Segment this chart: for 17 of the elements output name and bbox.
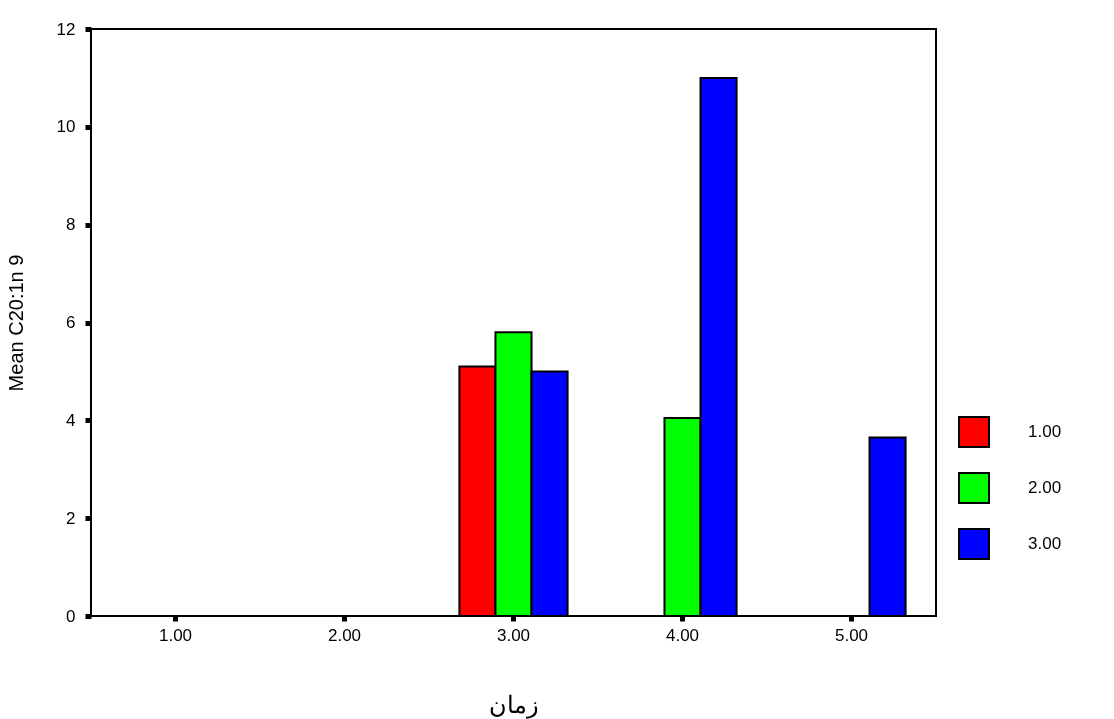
y-tick-label: 0 [66,606,76,626]
legend-label: 2.00 [1028,478,1062,497]
y-axis-title: Mean C20:1n 9 [4,254,27,392]
x-tick-label: 5.00 [834,625,869,645]
x-tick-label: 1.00 [158,625,193,645]
x-tick-label: 2.00 [327,625,362,645]
legend-label: 3.00 [1028,534,1062,553]
y-tick-label: 10 [56,117,76,137]
x-axis-title: زمان [489,690,539,719]
x-tick-label: 3.00 [496,625,531,645]
y-tick-label: 8 [66,215,76,235]
y-tick-label: 2 [66,508,76,528]
legend-label: 1.00 [1028,422,1062,441]
y-tick-label: 12 [56,19,76,39]
y-tick-label: 6 [66,313,76,332]
x-tick-label: 4.00 [665,625,700,645]
y-tick-label: 4 [66,410,76,430]
